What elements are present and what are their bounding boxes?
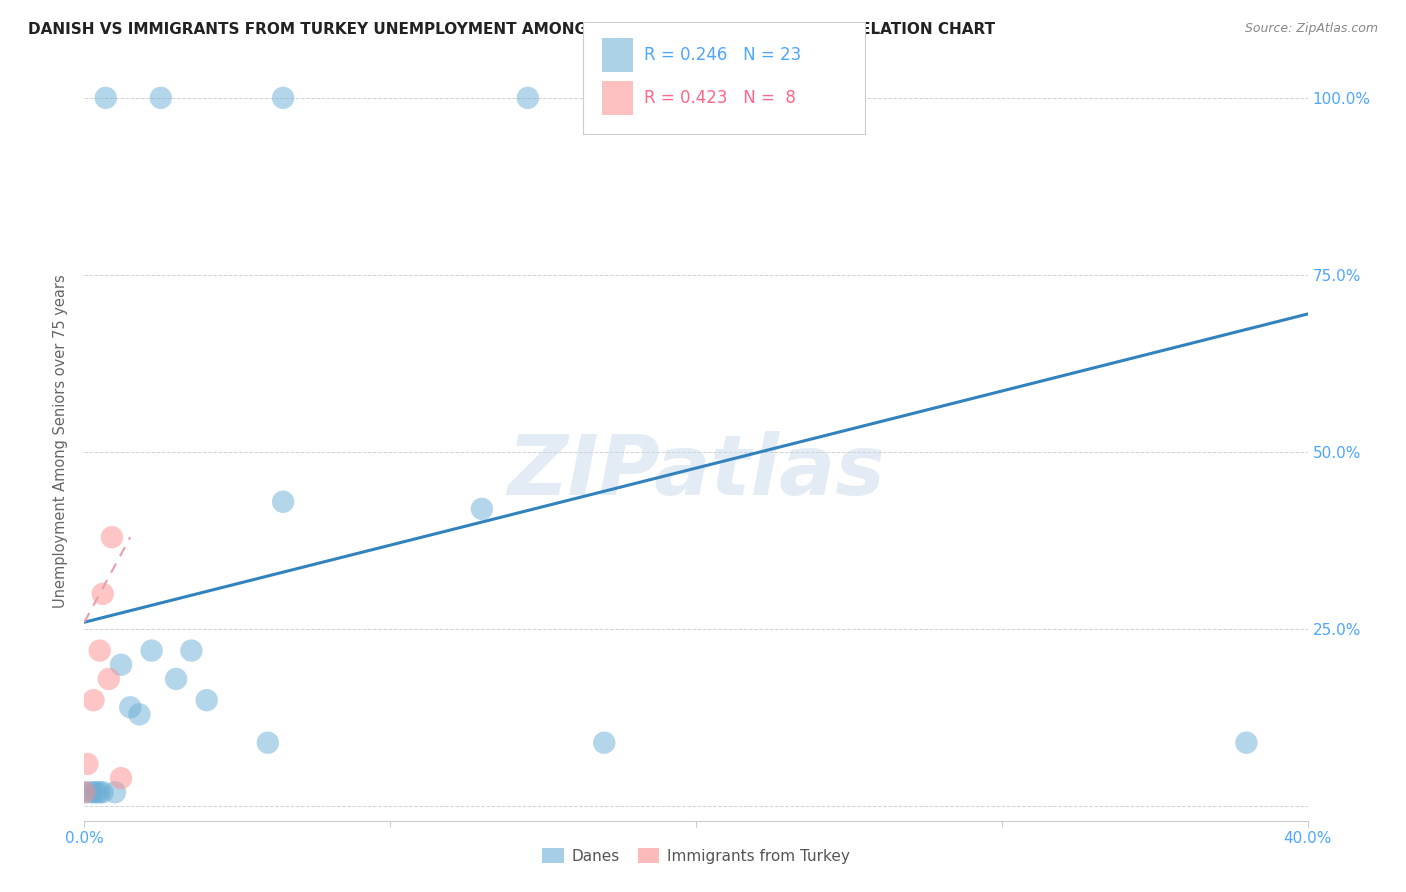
Danes xyxy=(86,785,108,799)
Danes xyxy=(91,785,114,799)
Immigrants from Turkey xyxy=(110,771,132,785)
Danes xyxy=(516,91,538,105)
Danes xyxy=(257,736,280,750)
Immigrants from Turkey xyxy=(91,587,114,601)
Danes xyxy=(165,672,187,686)
Danes xyxy=(89,785,111,799)
Legend: Danes, Immigrants from Turkey: Danes, Immigrants from Turkey xyxy=(536,842,856,870)
Danes xyxy=(73,785,96,799)
Text: Source: ZipAtlas.com: Source: ZipAtlas.com xyxy=(1244,22,1378,36)
Immigrants from Turkey xyxy=(101,530,124,544)
Danes xyxy=(271,495,294,509)
Immigrants from Turkey xyxy=(97,672,120,686)
Text: ZIPatlas: ZIPatlas xyxy=(508,432,884,512)
Danes xyxy=(1236,736,1258,750)
Danes xyxy=(149,91,172,105)
Danes xyxy=(79,785,101,799)
Danes xyxy=(141,643,163,657)
Danes xyxy=(120,700,142,714)
Immigrants from Turkey xyxy=(76,756,98,771)
Danes xyxy=(180,643,202,657)
Danes xyxy=(104,785,127,799)
Danes xyxy=(83,785,105,799)
Text: R = 0.423   N =  8: R = 0.423 N = 8 xyxy=(644,89,796,107)
Danes xyxy=(195,693,218,707)
Immigrants from Turkey xyxy=(89,643,111,657)
Danes xyxy=(471,501,494,516)
Danes xyxy=(593,736,616,750)
Danes xyxy=(128,707,150,722)
Text: R = 0.246   N = 23: R = 0.246 N = 23 xyxy=(644,46,801,64)
Immigrants from Turkey xyxy=(83,693,105,707)
Y-axis label: Unemployment Among Seniors over 75 years: Unemployment Among Seniors over 75 years xyxy=(53,275,69,608)
Text: DANISH VS IMMIGRANTS FROM TURKEY UNEMPLOYMENT AMONG SENIORS OVER 75 YEARS CORREL: DANISH VS IMMIGRANTS FROM TURKEY UNEMPLO… xyxy=(28,22,995,37)
Danes xyxy=(110,657,132,672)
Immigrants from Turkey xyxy=(73,785,96,799)
Danes xyxy=(271,91,294,105)
Danes xyxy=(94,91,117,105)
